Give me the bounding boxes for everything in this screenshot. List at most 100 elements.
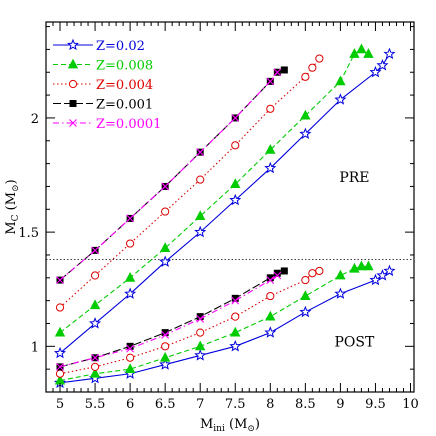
x-tick-label: 10 — [402, 397, 419, 412]
data-point-pre — [53, 346, 67, 359]
series-line-post — [59, 275, 278, 368]
x-tick-label: 6.5 — [155, 397, 176, 412]
data-point-pre — [266, 77, 275, 86]
data-point-pre — [273, 68, 282, 77]
data-point-post — [376, 269, 389, 281]
y-tick-label: 2 — [31, 112, 39, 127]
legend-label: Z=0.02 — [96, 39, 145, 54]
data-point-post — [369, 273, 382, 286]
plot-frame — [45, 21, 415, 393]
cross-stroke — [126, 214, 135, 223]
x-tick-label: 8.5 — [295, 397, 316, 412]
legend-marker — [69, 119, 77, 127]
data-point-pre — [91, 246, 99, 255]
x-tick-label: 5 — [56, 397, 64, 412]
x-tick-label: 8 — [266, 397, 274, 412]
data-point-post — [196, 328, 205, 337]
series-line-post — [59, 265, 369, 382]
cross-stroke — [56, 276, 64, 284]
data-point-pre — [231, 114, 240, 122]
data-point-pre — [161, 207, 170, 216]
legend-marker — [68, 79, 78, 89]
data-point-post — [301, 275, 310, 285]
data-point-pre — [196, 175, 205, 184]
legend-label: Z=0.0001 — [96, 117, 161, 132]
x-tick-label: 7 — [196, 397, 204, 412]
cross-stroke — [91, 246, 99, 255]
data-point-post — [195, 340, 206, 351]
x-tick-label: 7.5 — [225, 397, 246, 412]
data-point-post — [126, 342, 134, 350]
data-point-pre — [376, 59, 389, 71]
data-point-post — [196, 313, 204, 321]
data-point-post — [91, 353, 99, 362]
data-point-pre — [56, 276, 64, 284]
data-point-pre — [159, 242, 171, 253]
x-tick-label: 5.5 — [85, 397, 106, 412]
data-point-pre — [124, 271, 136, 282]
series-z-0-004 — [55, 54, 324, 378]
data-point-pre — [126, 239, 135, 248]
data-point-pre — [89, 299, 101, 310]
data-point-post — [159, 351, 171, 362]
data-point-post — [194, 349, 207, 361]
data-point-pre — [264, 161, 277, 174]
legend-marker — [69, 100, 77, 107]
data-point-post — [161, 331, 170, 339]
cross-stroke — [273, 271, 282, 280]
data-point-post — [161, 329, 169, 337]
legend-label: Z=0.004 — [96, 78, 153, 93]
data-point-post — [299, 305, 312, 318]
data-point-post — [55, 369, 65, 378]
data-point-post — [273, 269, 281, 277]
data-point-pre — [159, 255, 172, 267]
series-z-0-02 — [53, 47, 396, 388]
data-point-post — [231, 294, 239, 302]
data-point-pre — [124, 287, 137, 299]
y-tick-label: 1.5 — [18, 226, 39, 241]
data-point-post — [334, 287, 347, 299]
data-point-pre — [231, 141, 240, 150]
cross-stroke — [126, 344, 135, 353]
annotation-post: POST — [335, 334, 375, 350]
data-point-post — [383, 264, 396, 277]
cross-stroke — [273, 68, 282, 77]
cross-stroke — [266, 77, 275, 86]
data-point-pre — [229, 193, 242, 206]
legend-marker — [67, 58, 79, 69]
data-point-post — [266, 276, 275, 284]
data-point-pre — [265, 144, 276, 154]
x-tick-label: 9 — [336, 397, 344, 412]
legend: Z=0.02 Z=0.008 Z=0.004 Z=0.001 Z=0.0001 — [53, 38, 161, 132]
data-point-pre — [383, 47, 396, 60]
data-point-pre — [299, 127, 312, 140]
x-tick-label: 9.5 — [365, 397, 386, 412]
data-point-pre — [300, 109, 311, 120]
data-point-post — [273, 271, 282, 280]
data-point-post — [230, 326, 241, 337]
legend-label: Z=0.001 — [96, 98, 153, 113]
data-point-pre — [195, 210, 206, 221]
y-tick-label: 1 — [31, 340, 39, 355]
data-point-pre — [335, 75, 346, 86]
series-z-0-008 — [54, 43, 374, 385]
cross-stroke — [231, 296, 240, 305]
data-point-post — [265, 310, 276, 321]
label-layer: 5 5.5 6 6.5 7 7.5 8 8.5 9 9.5 10 1 1.5 2 Mini (M⊙) MC (… — [4, 112, 419, 434]
data-point-post — [126, 353, 135, 362]
data-point-pre — [230, 178, 241, 189]
data-point-pre — [315, 54, 324, 63]
data-point-post — [90, 362, 100, 371]
data-point-post — [363, 260, 374, 271]
cross-stroke — [69, 119, 77, 127]
data-point-pre — [266, 104, 275, 113]
data-point-post — [356, 260, 367, 271]
series-line-post — [59, 270, 285, 368]
cross-stroke — [56, 362, 64, 371]
data-point-pre — [89, 317, 102, 329]
data-point-post — [300, 290, 311, 300]
data-point-post — [335, 269, 346, 280]
data-point-pre — [334, 93, 347, 105]
data-point-pre — [308, 63, 317, 72]
data-point-pre — [55, 303, 65, 312]
